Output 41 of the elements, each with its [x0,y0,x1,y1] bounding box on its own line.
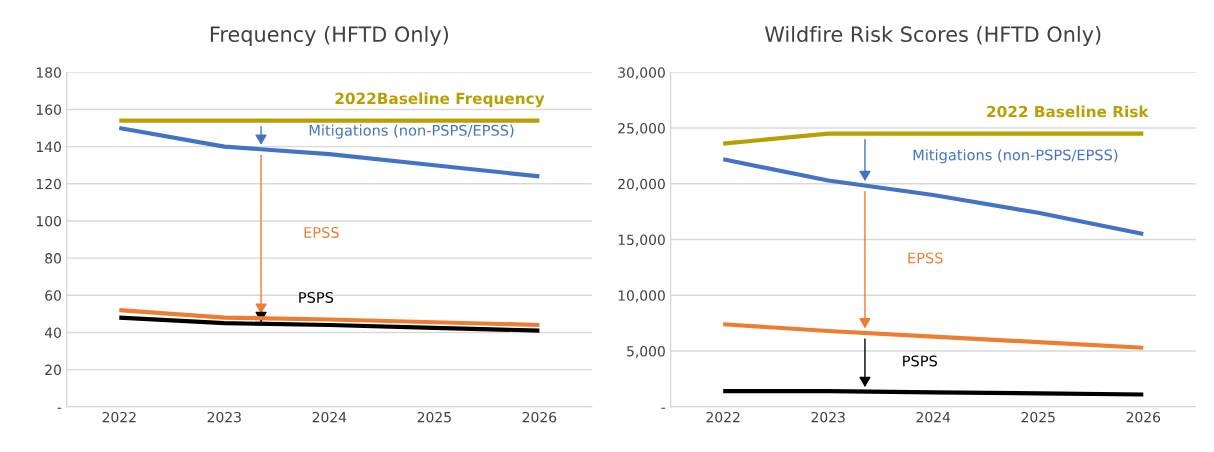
y-tick-label: 10,000 [618,290,665,303]
line-series [721,322,1146,350]
y-tick-label: 40 [44,327,61,338]
line-series [117,315,542,333]
x-tick-label: 2024 [312,411,347,423]
series-label: PSPS [903,355,938,367]
y-tick-label: 20,000 [618,178,665,191]
series-label: 2022 Baseline Risk [987,105,1149,118]
y-tick-label: 5,000 [627,346,665,358]
y-tick-label: 30,000 [618,67,665,80]
series-label: 2022Baseline Frequency [335,92,545,108]
y-tick-label: 80 [45,253,61,264]
series-label: PSPS [299,291,334,303]
chart-title: Wildfire Risk Scores (HFTD Only) [764,25,1101,47]
x-tick-label: 2026 [522,411,557,423]
x-tick-label: 2025 [417,411,451,423]
x-tick-label: 2025 [1021,411,1055,423]
series-label: Mitigations (non-PSPS/EPSS) [309,124,514,139]
chart-title: Frequency (HFTD Only) [210,25,448,47]
y-tick-label: 15,000 [618,234,665,247]
y-tick-label: 20 [45,364,61,376]
y-tick-label: 160 [36,104,61,115]
x-tick-label: 2023 [207,411,241,423]
series-label: Mitigations (non-PSPS/EPSS) [913,149,1118,164]
y-tick-label: 140 [36,141,61,153]
y-tick-label: 60 [45,290,61,301]
x-tick-label: 2022 [102,411,136,423]
y-tick-label: 100 [36,215,61,227]
x-tick-label: 2023 [811,411,845,423]
line-series [117,125,542,179]
x-tick-label: 2022 [706,411,740,423]
x-tick-label: 2024 [916,411,951,423]
x-tick-label: 2026 [1126,411,1161,423]
text: EPSS [908,252,943,264]
text: EPSS [304,226,339,238]
y-tick-label: 120 [36,178,61,190]
y-tick-label: - [661,407,666,409]
y-tick-label: 180 [36,67,61,78]
y-tick-label: - [57,407,62,409]
line-series [117,308,542,328]
y-tick-label: 25,000 [618,123,665,135]
